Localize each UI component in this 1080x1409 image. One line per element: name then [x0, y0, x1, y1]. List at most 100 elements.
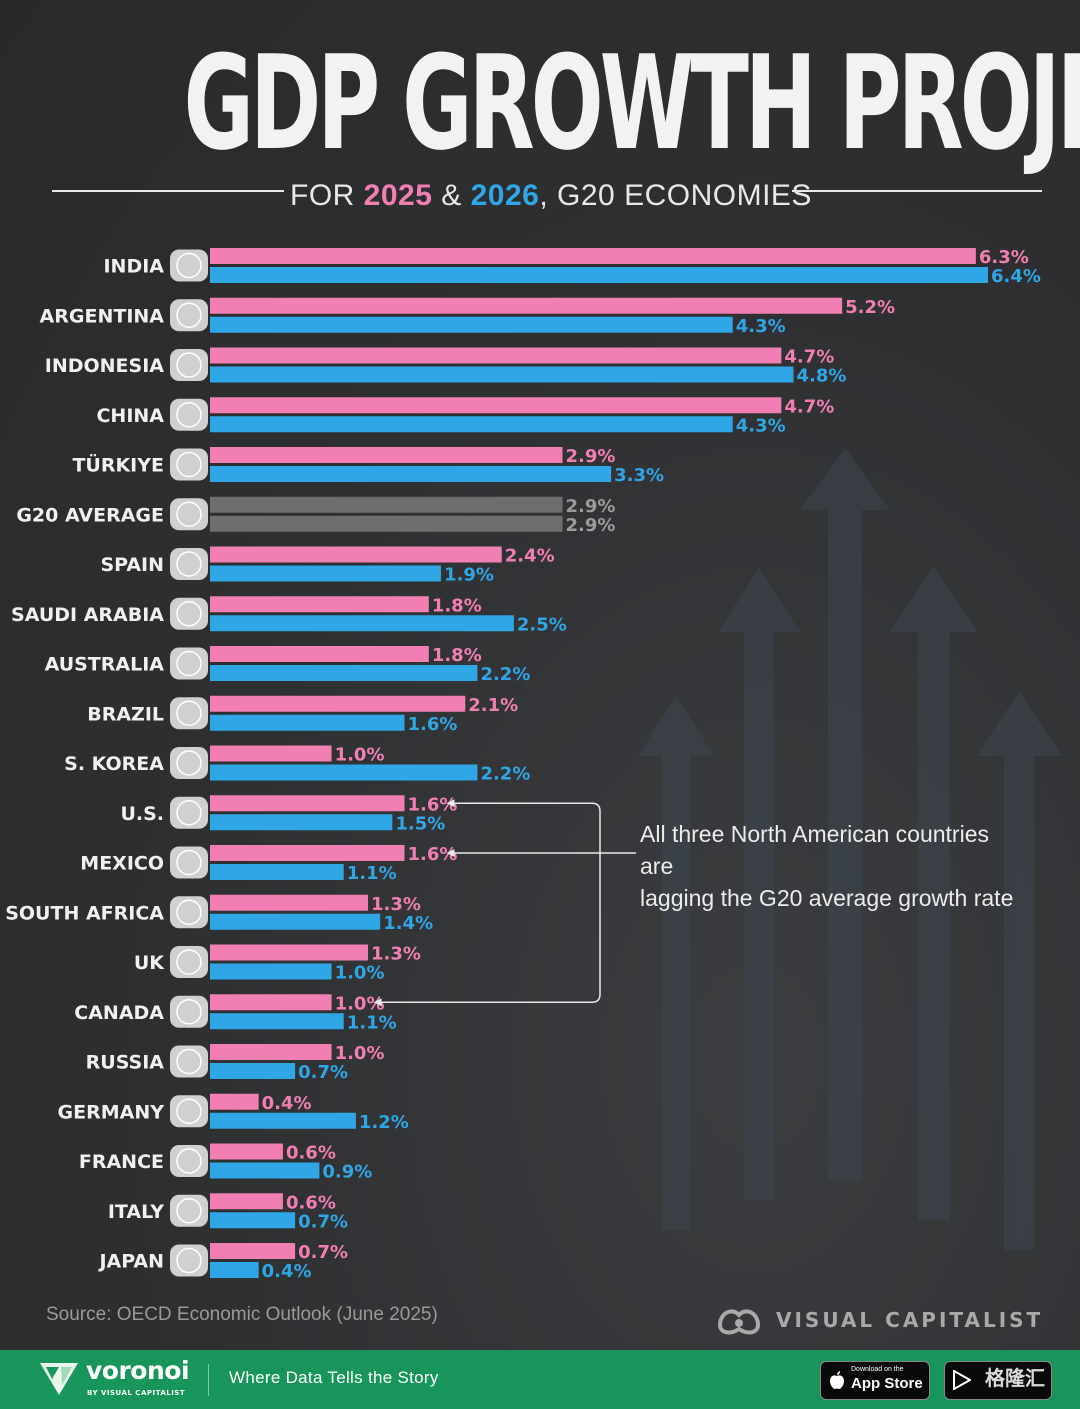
- visual-capitalist-wordmark: VISUAL CAPITALIST: [776, 1308, 1044, 1332]
- chart-row-canada: CANADA 1.0%1.1%: [74, 993, 396, 1033]
- bar-2025: [210, 1243, 296, 1259]
- category-label: CANADA: [74, 1002, 164, 1024]
- category-label: S. KOREA: [64, 753, 164, 775]
- value-label-2026: 0.7%: [298, 1062, 348, 1083]
- apple-icon: [830, 1371, 844, 1389]
- chart-row-u-s: U.S. 1.6%1.5%: [120, 794, 457, 834]
- category-label: AUSTRALIA: [45, 654, 165, 676]
- category-label: CHINA: [96, 405, 164, 427]
- bar-2026: [210, 615, 514, 632]
- chart-row-mexico: MEXICO 1.6% 1.1%: [80, 844, 457, 884]
- category-label: FRANCE: [79, 1151, 164, 1173]
- india-flag-icon: [170, 249, 208, 282]
- annotation-arrowhead: [446, 799, 455, 808]
- category-label: INDIA: [103, 256, 164, 278]
- bar-2026: [210, 1212, 296, 1229]
- france-flag-icon: [170, 1145, 208, 1177]
- value-label-2026: 1.1%: [347, 863, 397, 884]
- indonesia-flag-icon: [170, 349, 208, 381]
- value-label-2026: 0.4%: [262, 1261, 312, 1282]
- bar-2026: [210, 316, 733, 333]
- bar-2026: [210, 1063, 296, 1079]
- turkiye-flag-icon: [170, 448, 208, 481]
- category-label: GERMANY: [58, 1101, 165, 1123]
- category-label: SPAIN: [100, 554, 164, 576]
- value-label-2025: 2.1%: [468, 695, 518, 716]
- value-label-2026: 4.3%: [736, 415, 786, 436]
- chart-subtitle: FOR 2025 & 2026, G20 ECONOMIES: [290, 174, 811, 218]
- bar-2026: [210, 1262, 259, 1278]
- chart-row-russia: RUSSIA 1.0%0.7%: [86, 1043, 385, 1083]
- south-korea-flag-icon: [170, 747, 208, 779]
- saudi-arabia-flag-icon: [170, 597, 208, 630]
- value-label-2025: 4.7%: [784, 347, 834, 368]
- usa-flag-icon: [170, 796, 208, 829]
- category-label: SOUTH AFRICA: [5, 902, 164, 924]
- visual-capitalist-icon: [717, 1309, 761, 1335]
- value-label-2025: 1.6%: [408, 844, 458, 865]
- chart-row-indonesia: INDONESIA 4.7%4.8%: [45, 347, 847, 387]
- value-label-2026: 4.3%: [736, 316, 786, 337]
- chart-row-india: INDIA 6.3%6.4%: [103, 247, 1040, 287]
- chart-row-t-rkiye: TÜRKIYE 2.9%3.3%: [72, 446, 664, 486]
- chart-row-china: CHINA 4.7%4.3%: [96, 396, 834, 436]
- bar-2025: [210, 248, 976, 264]
- value-label-2025: 0.7%: [298, 1242, 348, 1263]
- chart-row-australia: AUSTRALIA 1.8%2.2%: [45, 645, 531, 685]
- category-label: ITALY: [108, 1201, 164, 1223]
- bar-2025: [210, 397, 782, 414]
- value-label-2025: 0.4%: [262, 1093, 312, 1114]
- bar-2026: [210, 515, 563, 532]
- bar-2026: [210, 1162, 320, 1179]
- background-arrow: [718, 568, 800, 1200]
- bar-2026: [210, 1112, 356, 1129]
- value-label-2025: 2.9%: [566, 446, 616, 467]
- voronoi-wordmark: voronoi: [86, 1356, 190, 1385]
- bar-2025: [210, 596, 429, 613]
- category-label: BRAZIL: [87, 703, 164, 725]
- bar-2026: [210, 963, 332, 980]
- source-note: Source: OECD Economic Outlook (June 2025…: [46, 1304, 438, 1325]
- background-arrow: [890, 566, 978, 1220]
- category-label: JAPAN: [97, 1251, 164, 1273]
- bar-2026: [210, 814, 393, 831]
- value-label-2025: 2.4%: [505, 546, 555, 567]
- chart-row-france: FRANCE 0.6%0.9%: [79, 1143, 372, 1183]
- title-divider-right: [792, 190, 1042, 192]
- chart-row-s-korea: S. KOREA 1.0% 2.2%: [64, 745, 530, 785]
- chart-row-argentina: ARGENTINA 5.2% 4.3%: [40, 297, 896, 337]
- subtitle-suffix: , G20 ECONOMIES: [539, 179, 812, 212]
- value-label-2026: 6.4%: [991, 266, 1041, 287]
- bar-2025: [210, 496, 563, 513]
- watermark: 格隆汇: [985, 1366, 1045, 1390]
- category-label: G20 AVERAGE: [16, 504, 164, 526]
- value-label-2026: 1.9%: [444, 565, 494, 586]
- annotation-line-1: All three North American countries are: [640, 821, 989, 879]
- bar-2025: [210, 994, 332, 1011]
- annotation-arrowhead: [373, 998, 382, 1007]
- category-label: U.S.: [120, 803, 164, 825]
- chart-row-g20-average: G20 AVERAGE 2.9%2.9%: [16, 496, 615, 536]
- bar-2026: [210, 565, 441, 582]
- chart-row-uk: UK 1.3%1.0%: [134, 944, 421, 984]
- visual-capitalist-logo: VISUAL CAPITALIST: [716, 1300, 1043, 1340]
- value-label-2026: 2.2%: [480, 664, 530, 685]
- bar-2025: [210, 1044, 332, 1060]
- google-play-badge[interactable]: [944, 1361, 1052, 1400]
- value-label-2025: 0.6%: [286, 1192, 336, 1213]
- subtitle-ampersand: &: [432, 179, 471, 212]
- footer-tagline: Where Data Tells the Story: [229, 1368, 439, 1387]
- app-store-badge[interactable]: Download on the App Store: [820, 1361, 930, 1400]
- chart-row-spain: SPAIN 2.4% 1.9%: [100, 546, 554, 586]
- value-label-2026: 0.7%: [298, 1211, 348, 1232]
- value-label-2026: 1.4%: [383, 913, 433, 934]
- value-label-2025: 1.3%: [371, 944, 421, 965]
- chart-row-brazil: BRAZIL 2.1% 1.6%: [87, 695, 518, 735]
- value-label-2025: 1.0%: [335, 1043, 385, 1064]
- google-play-icon: [953, 1370, 971, 1390]
- bar-2025: [210, 297, 843, 314]
- category-label: SAUDI ARABIA: [11, 604, 164, 626]
- bar-2026: [210, 416, 733, 433]
